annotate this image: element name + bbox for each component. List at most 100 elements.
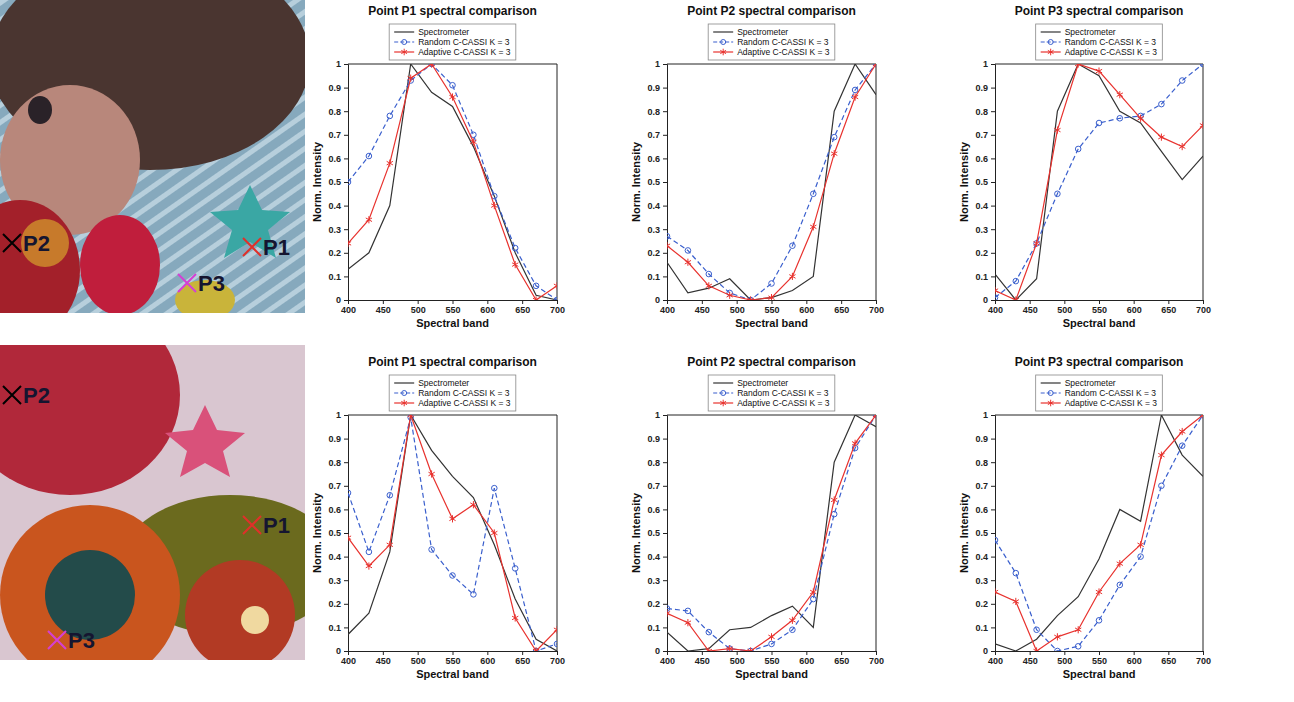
tick-label: 0.2 [328,248,341,258]
legend-swatch [713,382,733,383]
tick-mark [663,462,667,463]
tick-mark [663,111,667,112]
tick-mark [663,533,667,534]
figure: P2P1P3P2P1P3Point P1 spectral comparison… [0,0,1294,702]
y-axis: 00.10.20.30.40.50.60.70.80.91 [975,410,995,656]
data-point [1013,570,1019,576]
tick-mark [991,135,995,136]
tick: 650 [515,300,530,315]
tick-label: 650 [515,656,530,666]
data-point [1117,115,1123,121]
series-line [667,415,876,651]
data-point [1075,146,1081,152]
tick-label: 0.8 [328,458,341,468]
tick: 0.5 [328,528,348,538]
tick: 1 [336,410,348,420]
tick-label: 450 [1023,305,1038,315]
data-point [706,271,712,277]
point-marker [3,386,21,404]
tick-label: 0.4 [975,552,988,562]
tick-label: 400 [341,305,356,315]
tick: 0.2 [647,599,667,609]
tick-label: 700 [1196,305,1211,315]
tick-mark [418,300,419,304]
data-point [769,281,775,287]
tick: 700 [550,651,565,666]
tick-mark [991,300,995,301]
legend-swatch [1048,40,1053,45]
tick-label: 0.2 [975,599,988,609]
point-label: P1 [263,235,290,260]
plot-marks [995,415,1203,651]
tick-mark [663,276,667,277]
tick-mark [344,509,348,510]
y-axis-title: Norm. Intensity [958,492,970,573]
tick-mark [1203,300,1204,304]
tick-label: 400 [341,656,356,666]
chart: Point P2 spectral comparison400450500550… [630,355,884,680]
tick-label: 450 [1023,656,1038,666]
data-point [554,641,557,647]
tick-label: 0.1 [975,272,988,282]
tick-label: 0 [336,646,341,656]
x-axis-title: Spectral band [416,317,489,329]
data-point [1158,134,1164,141]
tick-mark [841,651,842,655]
tick: 0.3 [647,576,667,586]
tick-label: 0.8 [975,458,988,468]
tick: 0.4 [328,552,348,562]
tick: 550 [764,300,779,315]
tick-mark [344,229,348,230]
tick-label: 500 [1057,305,1072,315]
chart-title: Point P2 spectral comparison [687,355,856,369]
tick-mark [487,300,488,304]
data-point [428,64,434,68]
data-point [1159,101,1165,107]
data-point [1034,241,1040,247]
data-point [512,566,518,572]
tick-label: 0.4 [647,201,660,211]
axis-line [344,416,349,652]
data-point [1200,64,1203,67]
tick-mark [557,651,558,655]
data-point [1117,582,1123,588]
tick-mark [991,64,995,65]
tick-mark [991,533,995,534]
photo-shape [0,200,80,313]
chart: Point P1 spectral comparison400450500550… [311,355,565,680]
tick-mark [418,651,419,655]
data-point [706,282,712,289]
tick: 0.8 [647,458,667,468]
tick: 450 [376,300,391,315]
frame [667,415,876,416]
tick-label: 0.7 [975,130,988,140]
data-point [1179,443,1185,449]
tick: 0.8 [975,107,995,117]
legend-swatch [713,392,733,393]
tick: 500 [1057,651,1072,666]
tick-mark [806,651,807,655]
legend-label: Adaptive C-CASSI K = 3 [737,47,830,57]
tick-label: 650 [1161,656,1176,666]
tick-mark [737,651,738,655]
frame [876,415,877,651]
tick-label: 550 [764,305,779,315]
tick: 400 [341,651,356,666]
tick-label: 0.3 [328,225,341,235]
tick: 0.9 [647,83,667,93]
data-point [348,240,351,247]
legend-item: Adaptive C-CASSI K = 3 [713,398,830,408]
plot-marks [667,415,876,651]
tick-mark [991,509,995,510]
tick-label: 1 [655,410,660,420]
tick: 0 [655,646,667,656]
tick-mark [702,300,703,304]
legend-swatch [1048,391,1053,396]
tick-mark [383,300,384,304]
tick-mark [1030,300,1031,304]
data-point [348,179,351,185]
tick-label: 1 [336,59,341,69]
data-point [727,292,733,299]
tick-label: 0.5 [975,177,988,187]
tick-mark [453,300,454,304]
